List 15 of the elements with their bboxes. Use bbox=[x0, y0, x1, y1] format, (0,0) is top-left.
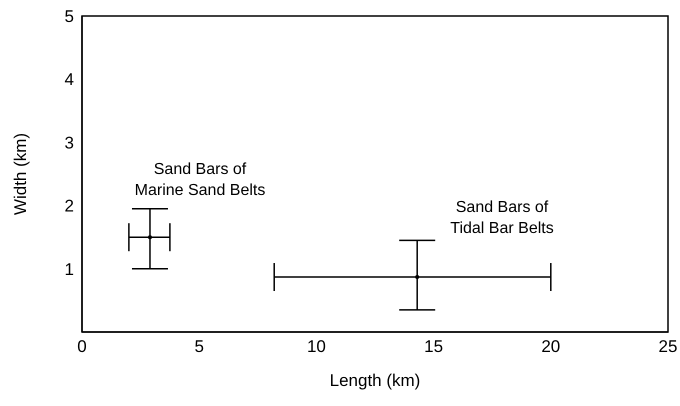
y-tick-label: 4 bbox=[64, 70, 74, 90]
y-tick-label: 2 bbox=[64, 196, 74, 216]
y-tick-label: 1 bbox=[64, 260, 74, 279]
y-tick-label: 5 bbox=[64, 7, 74, 26]
annotation: Sand Bars of Marine Sand Belts bbox=[134, 160, 266, 201]
x-tick-label: 25 bbox=[658, 337, 678, 356]
x-tick-label: 0 bbox=[77, 337, 87, 356]
x-tick-label: 5 bbox=[194, 337, 204, 356]
y-axis-title: Width (km) bbox=[11, 132, 30, 216]
x-tick-label: 20 bbox=[541, 337, 560, 356]
y-tick-label: 3 bbox=[64, 133, 74, 152]
x-axis-title: Length (km) bbox=[330, 371, 420, 390]
x-tick-label: 15 bbox=[424, 337, 444, 356]
x-tick-label: 10 bbox=[306, 337, 326, 356]
annotation: Sand Bars of Tidal Bar Belts bbox=[450, 198, 554, 239]
